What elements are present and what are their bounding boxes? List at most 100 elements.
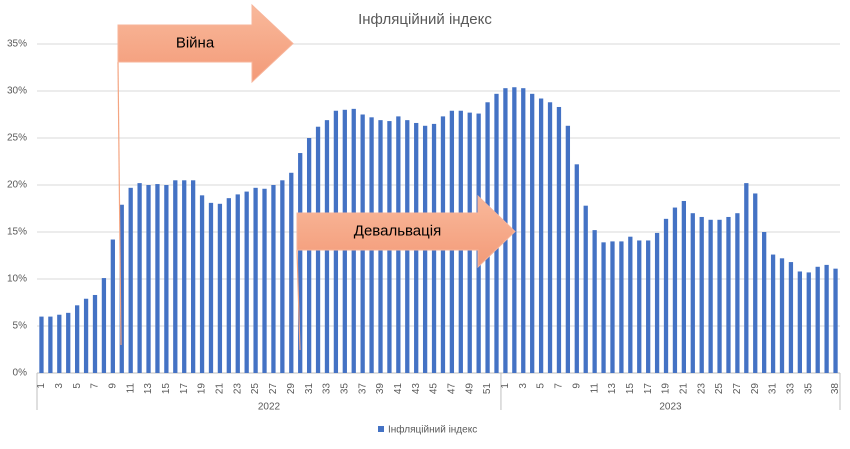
bar bbox=[262, 188, 267, 373]
y-tick-label: 5% bbox=[13, 321, 28, 332]
annotation-text: Війна bbox=[176, 34, 215, 51]
bar bbox=[735, 213, 740, 373]
bar bbox=[217, 203, 223, 373]
bar bbox=[690, 213, 695, 373]
x-tick-label: 47 bbox=[447, 383, 458, 395]
bar bbox=[306, 138, 312, 373]
x-tick-label: 25 bbox=[250, 383, 261, 395]
x-tick-label: 23 bbox=[696, 383, 707, 395]
x-tick-label: 3 bbox=[54, 383, 65, 389]
bar bbox=[574, 164, 579, 373]
x-tick-label: 9 bbox=[107, 383, 118, 389]
x-tick-label: 31 bbox=[768, 383, 779, 395]
x-tick-label: 45 bbox=[429, 383, 440, 395]
x-tick-label: 39 bbox=[375, 383, 386, 395]
bar bbox=[663, 218, 669, 373]
bar bbox=[628, 236, 633, 373]
x-tick-label: 21 bbox=[679, 383, 690, 395]
bar bbox=[173, 180, 178, 373]
bar bbox=[592, 230, 597, 373]
x-tick-label: 27 bbox=[732, 383, 743, 395]
bar bbox=[708, 219, 713, 373]
annotation-line bbox=[117, 61, 122, 346]
x-tick-label: 9 bbox=[571, 383, 582, 389]
bar bbox=[601, 242, 606, 373]
x-tick-label: 19 bbox=[197, 383, 208, 395]
annotation-text: Девальвація bbox=[354, 222, 441, 239]
bar bbox=[530, 93, 535, 373]
bar bbox=[538, 98, 544, 374]
bar bbox=[119, 204, 124, 373]
x-tick-label: 5 bbox=[72, 383, 83, 389]
bar bbox=[199, 195, 205, 373]
group-label: 2022 bbox=[258, 402, 281, 413]
bar bbox=[726, 216, 731, 373]
x-tick-label: 7 bbox=[90, 383, 101, 389]
y-tick-label: 25% bbox=[7, 133, 27, 144]
x-tick-label: 3 bbox=[518, 383, 529, 389]
x-tick-label: 23 bbox=[232, 383, 243, 395]
x-tick-label: 25 bbox=[714, 383, 725, 395]
bar bbox=[806, 272, 811, 373]
bar bbox=[699, 216, 704, 373]
chart-title: Інфляційний індекс bbox=[358, 11, 492, 28]
bar bbox=[833, 268, 838, 373]
bar bbox=[244, 191, 249, 373]
bar bbox=[770, 254, 776, 373]
x-tick-label: 19 bbox=[661, 383, 672, 395]
bar bbox=[164, 185, 169, 373]
bar bbox=[83, 298, 89, 373]
bar bbox=[208, 202, 214, 373]
bar bbox=[583, 205, 588, 373]
bar bbox=[253, 187, 258, 373]
bar bbox=[556, 106, 562, 373]
bar bbox=[75, 305, 80, 373]
bar bbox=[681, 200, 687, 373]
annotation-line bbox=[296, 249, 301, 351]
x-tick-label: 15 bbox=[161, 383, 172, 395]
bar bbox=[565, 125, 571, 373]
legend-label: Інфляційний індекс bbox=[388, 424, 477, 436]
y-tick-label: 35% bbox=[7, 39, 27, 50]
x-tick-label: 51 bbox=[482, 383, 493, 395]
y-tick-label: 30% bbox=[7, 86, 27, 97]
annotation-arrow bbox=[117, 3, 294, 84]
bar bbox=[753, 193, 758, 373]
x-tick-label: 49 bbox=[464, 383, 475, 395]
x-tick-label: 5 bbox=[536, 383, 547, 389]
group-label: 2023 bbox=[659, 402, 682, 413]
bar bbox=[146, 185, 151, 373]
x-tick-label: 35 bbox=[803, 383, 814, 395]
bar bbox=[92, 294, 98, 373]
x-tick-label: 15 bbox=[625, 383, 636, 395]
bar bbox=[521, 88, 526, 374]
x-tick-label: 13 bbox=[143, 383, 154, 395]
x-tick-label: 33 bbox=[786, 383, 797, 395]
bar bbox=[646, 240, 651, 373]
x-tick-label: 11 bbox=[125, 383, 136, 394]
bar bbox=[155, 184, 160, 373]
bar bbox=[289, 172, 294, 373]
x-tick-label: 33 bbox=[322, 383, 333, 395]
x-tick-label: 17 bbox=[643, 383, 654, 395]
bar bbox=[779, 258, 785, 373]
x-tick-label: 31 bbox=[304, 383, 315, 395]
bar bbox=[110, 239, 115, 373]
bar bbox=[547, 102, 553, 373]
y-tick-label: 0% bbox=[13, 368, 28, 379]
x-tick-label: 21 bbox=[215, 383, 226, 395]
bar bbox=[797, 271, 802, 373]
x-tick-label: 1 bbox=[36, 383, 47, 389]
bar bbox=[48, 316, 53, 373]
bar bbox=[182, 180, 187, 373]
bar bbox=[280, 180, 285, 373]
legend-swatch bbox=[378, 426, 384, 432]
x-tick-label: 29 bbox=[286, 383, 297, 395]
bar bbox=[137, 183, 142, 373]
bar bbox=[57, 314, 62, 373]
bar bbox=[271, 185, 276, 373]
x-tick-label: 27 bbox=[268, 383, 279, 395]
bar bbox=[610, 241, 615, 373]
x-tick-label: 7 bbox=[554, 383, 565, 389]
